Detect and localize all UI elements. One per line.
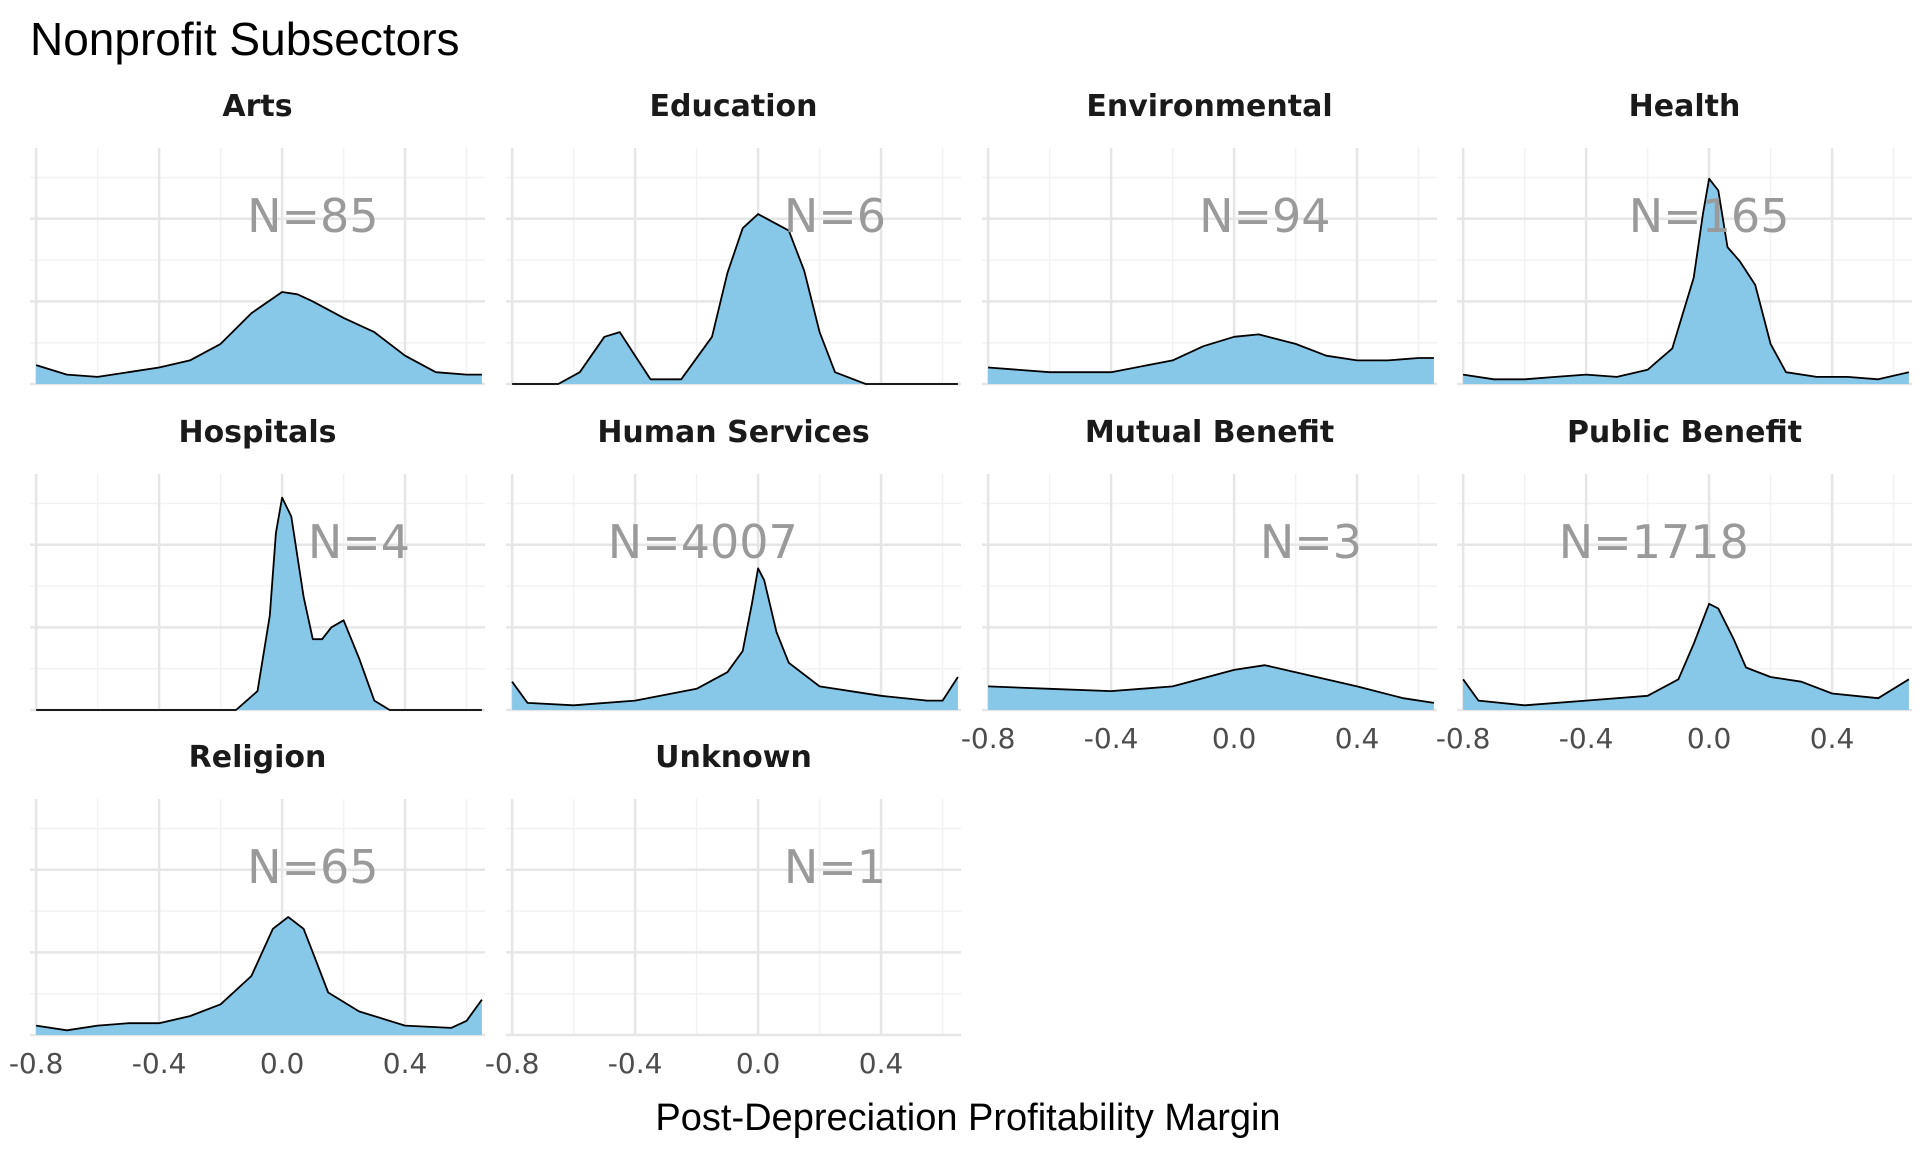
n-label-health: N=165	[1629, 189, 1790, 243]
strip-label-arts: Arts	[222, 89, 292, 124]
density-area-education	[512, 214, 958, 384]
x-tick-label: 0.4	[383, 1047, 428, 1080]
x-tick-label: -0.8	[485, 1047, 540, 1080]
n-label-arts: N=85	[247, 189, 379, 243]
x-tick-label: 0.0	[260, 1047, 305, 1080]
x-tick-label: -0.8	[961, 722, 1016, 755]
x-tick-label: -0.4	[608, 1047, 663, 1080]
strip-label-unknown: Unknown	[655, 740, 812, 775]
facet-environmental: Environmental N=94	[982, 89, 1437, 384]
x-tick-label: -0.4	[132, 1047, 187, 1080]
density-line-hospitals	[36, 498, 482, 710]
strip-label-mutual-benefit: Mutual Benefit	[1085, 415, 1334, 450]
x-tick-label: 0.4	[1335, 722, 1380, 755]
strip-label-public-benefit: Public Benefit	[1567, 415, 1802, 450]
strip-label-religion: Religion	[189, 740, 327, 775]
strip-label-environmental: Environmental	[1086, 89, 1332, 124]
strip-label-health: Health	[1629, 89, 1741, 124]
density-area-environmental	[988, 334, 1434, 384]
x-tick-label: -0.4	[1559, 722, 1614, 755]
density-area-human-services	[512, 568, 958, 710]
density-area-arts	[36, 292, 482, 384]
x-tick-label: -0.4	[1084, 722, 1139, 755]
facet-arts: Arts N=85	[30, 89, 485, 384]
facet-unknown: Unknown N=1 -0.8 -0.4 0.0 0.4	[485, 740, 961, 1080]
facet-public-benefit: Public Benefit N=1718 -0.8 -0.4 0.0 0.4	[1436, 415, 1912, 755]
facet-religion: Religion N=65 -0.8 -0.4 0.0 0.4	[9, 740, 485, 1080]
n-label-unknown: N=1	[784, 840, 886, 894]
strip-label-education: Education	[650, 89, 818, 124]
x-axis-label: Post-Depreciation Profitability Margin	[655, 1097, 1280, 1139]
facet-health: Health N=165	[1457, 89, 1912, 384]
n-label-education: N=6	[784, 189, 886, 243]
facet-mutual-benefit: Mutual Benefit N=3 -0.8 -0.4 0.0 0.4	[961, 415, 1437, 755]
n-label-human-services: N=4007	[608, 515, 798, 569]
x-tick-label: 0.0	[1687, 722, 1732, 755]
n-label-public-benefit: N=1718	[1559, 515, 1749, 569]
strip-label-hospitals: Hospitals	[178, 415, 336, 450]
strip-label-human-services: Human Services	[597, 415, 869, 450]
facet-education: Education N=6	[506, 89, 961, 384]
density-area-religion	[36, 917, 482, 1035]
n-label-environmental: N=94	[1199, 189, 1331, 243]
x-tick-label: 0.0	[1212, 722, 1257, 755]
n-label-mutual-benefit: N=3	[1260, 515, 1362, 569]
x-tick-label: 0.4	[859, 1047, 904, 1080]
x-tick-label: -0.8	[9, 1047, 64, 1080]
n-label-hospitals: N=4	[308, 515, 410, 569]
x-tick-label: -0.8	[1436, 722, 1491, 755]
facet-hospitals: Hospitals N=4	[30, 415, 485, 710]
chart-title: Nonprofit Subsectors	[30, 13, 460, 65]
n-label-religion: N=65	[247, 840, 379, 894]
x-tick-label: 0.4	[1810, 722, 1855, 755]
density-area-mutual-benefit	[988, 665, 1434, 710]
x-tick-label: 0.0	[736, 1047, 781, 1080]
facet-panels: Arts N=85 Education N=6 Environmental N=94 Hea…	[9, 89, 1912, 1080]
facet-human-services: Human Services N=4007	[506, 415, 961, 710]
